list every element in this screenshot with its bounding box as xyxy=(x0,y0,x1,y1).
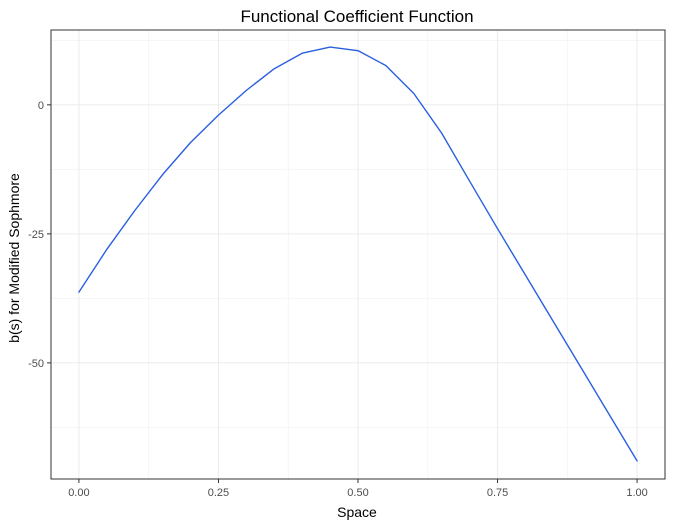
x-tick-label: 0.50 xyxy=(347,487,368,499)
x-tick-label: 1.00 xyxy=(626,487,647,499)
x-tick-label: 0.00 xyxy=(68,487,89,499)
chart-title: Functional Coefficient Function xyxy=(240,7,473,26)
y-tick-label: -25 xyxy=(28,229,44,241)
x-tick-label: 0.75 xyxy=(487,487,508,499)
y-axis-title: b(s) for Modified Sophmore xyxy=(6,173,22,343)
y-tick-label: 0 xyxy=(38,100,44,112)
plot-area: 0.00 0.25 0.50 0.75 1.00 0 -25 -50 xyxy=(28,29,666,499)
x-tick-label: 0.25 xyxy=(208,487,229,499)
y-tick-label: -50 xyxy=(28,358,44,370)
x-axis-title: Space xyxy=(337,504,377,520)
series-line xyxy=(78,46,638,462)
